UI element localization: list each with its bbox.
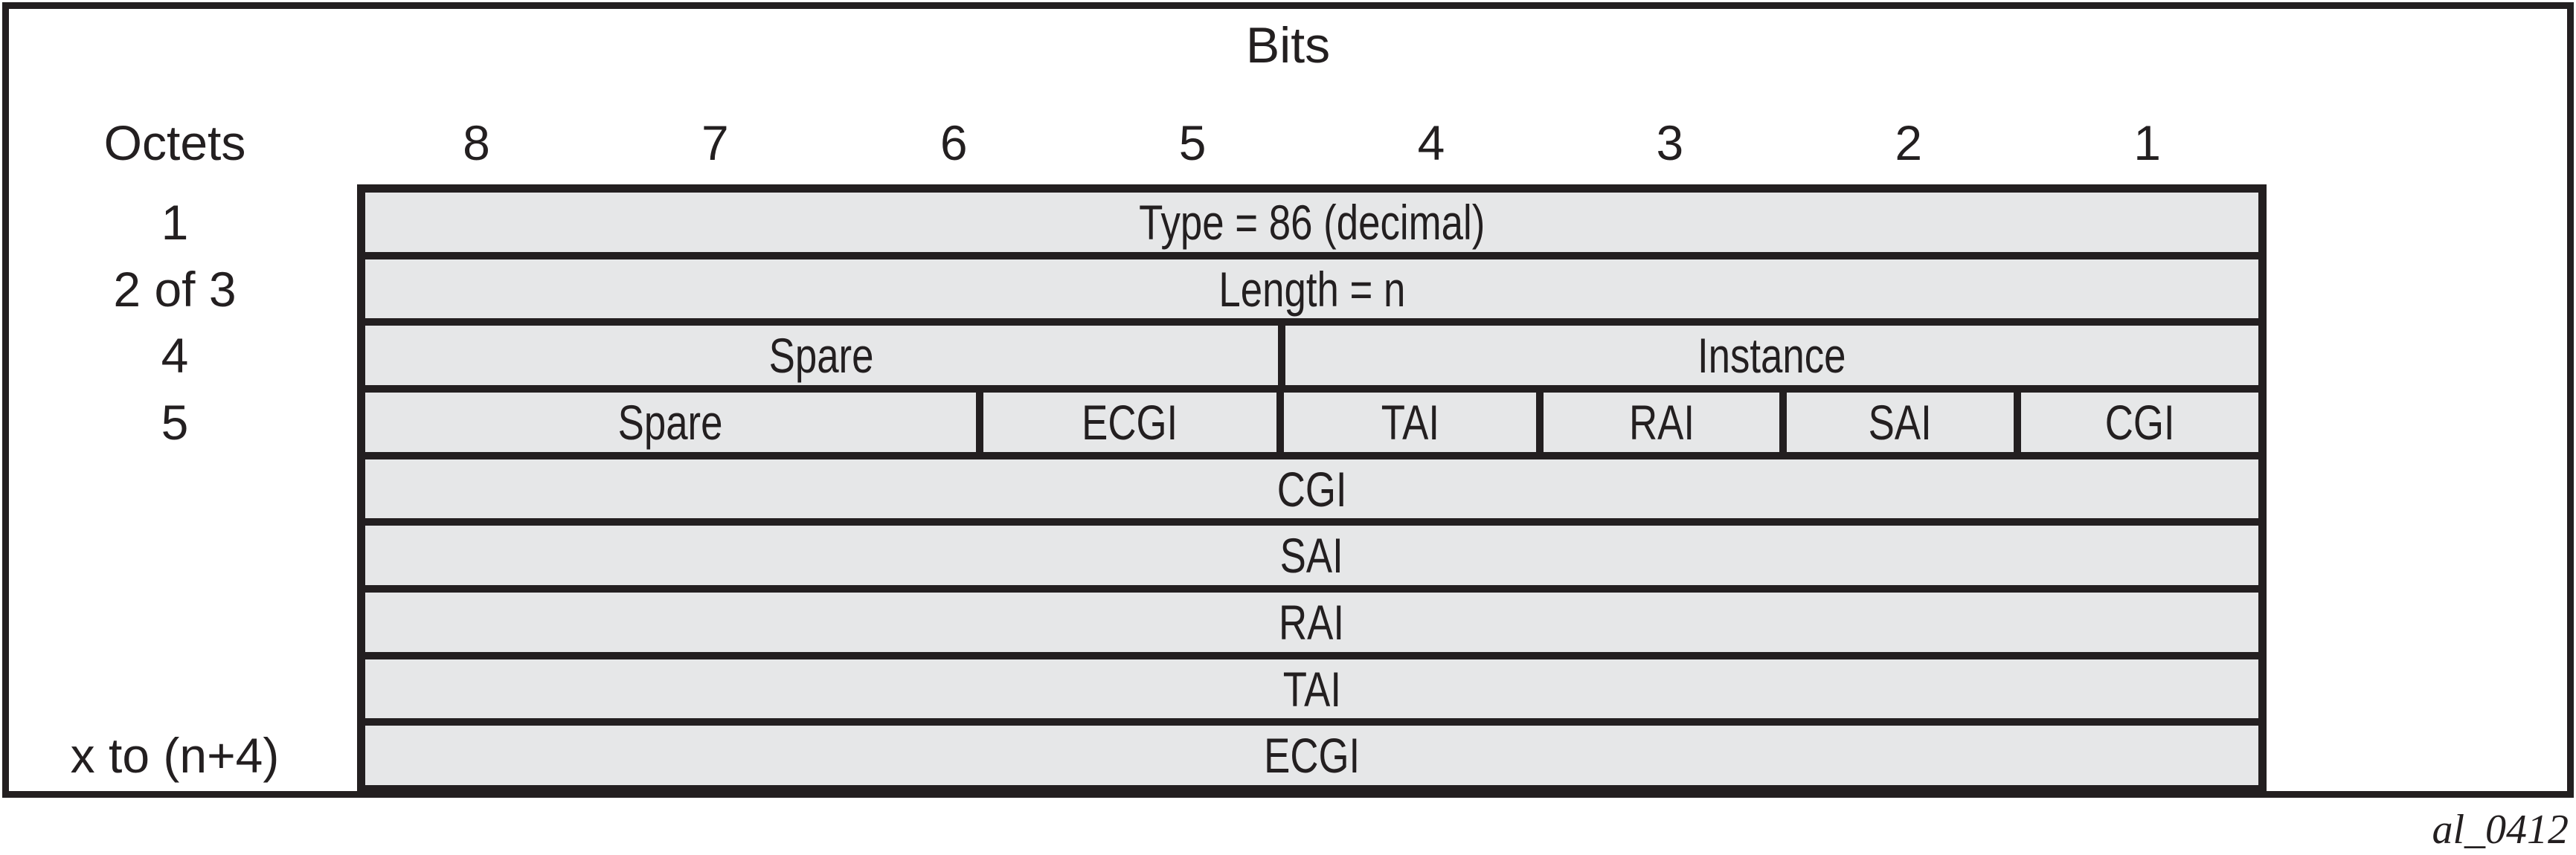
field-cell: Type = 86 (decimal) xyxy=(365,193,2258,252)
field-label: TAI xyxy=(1381,394,1439,450)
figure-border xyxy=(2,2,2574,798)
field-cell: RAI xyxy=(1544,393,1780,452)
bit-number-3: 3 xyxy=(1656,115,1684,170)
field-cell: SAI xyxy=(1787,393,2014,452)
bits-axis-title: Bits xyxy=(1245,17,1331,74)
field-label: RAI xyxy=(1279,594,1345,650)
field-cell: ECGI xyxy=(983,393,1277,452)
field-label: ECGI xyxy=(1263,728,1361,784)
format-row: SAI xyxy=(365,526,2258,586)
field-cell: Length = n xyxy=(365,259,2258,319)
format-row: RAI xyxy=(365,593,2258,652)
figure-id-label: al_0412 xyxy=(2432,807,2569,853)
octet-label: x to (n+4) xyxy=(70,728,280,784)
format-row: Length = n xyxy=(365,259,2258,319)
format-row: Spare Instance xyxy=(365,326,2258,386)
bit-number-1: 1 xyxy=(2133,115,2161,170)
field-label: Spare xyxy=(769,328,874,384)
field-cell: TAI xyxy=(1284,393,1537,452)
field-label: Instance xyxy=(1697,328,1846,384)
field-label: TAI xyxy=(1282,661,1341,717)
octet-label xyxy=(0,526,350,585)
field-cell: Spare xyxy=(365,393,976,452)
bit-number-header-row: 8 7 6 5 4 3 2 1 xyxy=(357,116,2267,170)
format-row: TAI xyxy=(365,659,2258,719)
bit-number-4: 4 xyxy=(1417,115,1445,170)
field-label: Spare xyxy=(617,394,723,450)
field-cell: ECGI xyxy=(365,726,2258,786)
bit-number-2: 2 xyxy=(1895,115,1923,170)
octet-label xyxy=(0,459,350,519)
field-cell: Spare xyxy=(365,326,1278,386)
field-label: SAI xyxy=(1868,394,1932,450)
octet-label xyxy=(0,659,350,719)
format-row: Type = 86 (decimal) xyxy=(365,193,2258,252)
field-label: SAI xyxy=(1279,528,1344,584)
field-cell: TAI xyxy=(365,659,2258,719)
format-row: ECGI xyxy=(365,726,2258,786)
octet-label: 5 xyxy=(161,394,189,450)
octet-label: 2 of 3 xyxy=(113,261,237,317)
octets-column-header: Octets xyxy=(103,115,246,170)
field-label: RAI xyxy=(1628,394,1695,450)
field-label: ECGI xyxy=(1082,394,1178,450)
octet-labels-column: 1 2 of 3 4 5 x to (n+4) xyxy=(0,193,350,785)
field-label: Length = n xyxy=(1218,261,1406,317)
bit-number-5: 5 xyxy=(1178,115,1207,170)
octet-label: 1 xyxy=(161,194,189,250)
field-label: CGI xyxy=(2104,394,2175,450)
field-cell: CGI xyxy=(2020,393,2258,452)
field-cell: CGI xyxy=(365,459,2258,519)
format-row: CGI xyxy=(365,459,2258,519)
format-table: Type = 86 (decimal) Length = n Spare Instan… xyxy=(357,184,2267,793)
field-label: CGI xyxy=(1276,461,1347,517)
bit-number-7: 7 xyxy=(701,115,729,170)
bit-number-6: 6 xyxy=(939,115,968,170)
bit-number-8: 8 xyxy=(463,115,490,170)
field-label: Type = 86 (decimal) xyxy=(1138,194,1485,250)
field-cell: Instance xyxy=(1285,326,2258,386)
octet-label xyxy=(0,593,350,652)
field-cell: SAI xyxy=(365,526,2258,586)
format-row: Spare ECGI TAI RAI SAI CGI xyxy=(365,393,2258,452)
field-cell: RAI xyxy=(365,593,2258,652)
octet-label: 4 xyxy=(161,328,189,384)
